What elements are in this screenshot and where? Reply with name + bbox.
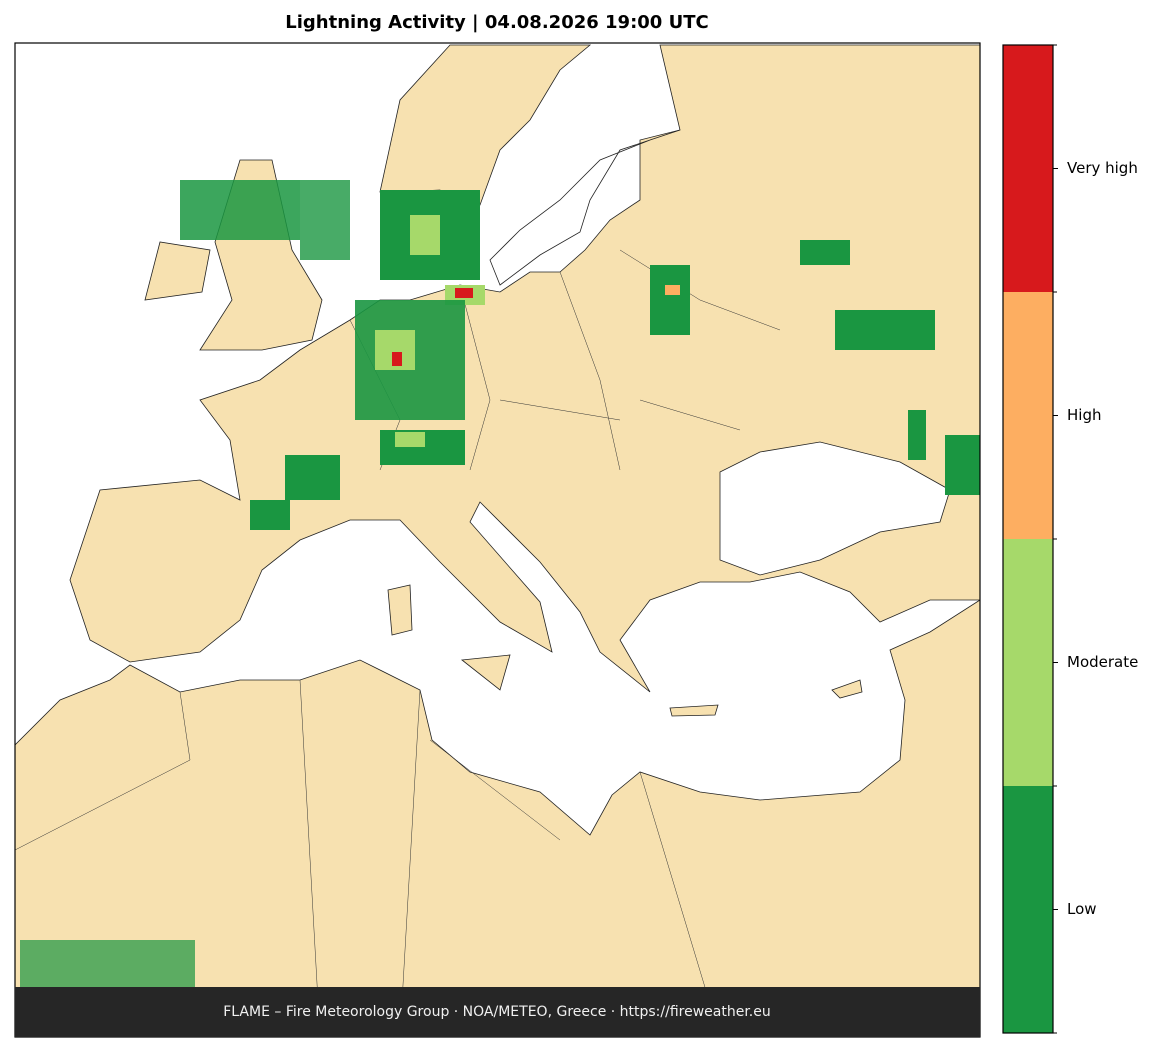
baltic-sea — [489, 129, 681, 286]
colorbar-frame — [1002, 44, 1054, 1034]
sardinia — [387, 584, 413, 636]
cyprus — [831, 679, 863, 699]
ireland — [144, 241, 211, 301]
footer-bar — [15, 987, 980, 1037]
sicily — [460, 654, 511, 691]
africa-middle-east — [15, 599, 980, 1037]
colorbar-label: Very high — [1067, 159, 1138, 177]
colorbar-segment — [1003, 786, 1053, 1033]
black-sea — [719, 441, 951, 576]
colorbar-label: Low — [1067, 900, 1097, 918]
footer-text: FLAME – Fire Meteorology Group · NOA/MET… — [223, 1004, 771, 1020]
map-title: Lightning Activity | 04.08.2026 19:00 UT… — [285, 12, 708, 33]
colorbar-label: Moderate — [1067, 653, 1138, 671]
crete — [669, 704, 719, 717]
lightning-cells — [20, 180, 980, 987]
colorbar-segment — [1003, 539, 1053, 786]
colorbar-segment — [1003, 45, 1053, 292]
colorbar-label: High — [1067, 406, 1101, 424]
map — [15, 43, 980, 1037]
colorbar-segment — [1003, 292, 1053, 539]
